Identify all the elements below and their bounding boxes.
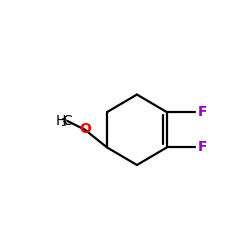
Text: F: F: [198, 105, 208, 119]
Text: O: O: [79, 122, 91, 136]
Text: F: F: [198, 140, 208, 154]
Text: 3: 3: [60, 118, 66, 128]
Text: C: C: [62, 114, 72, 128]
Text: H: H: [56, 114, 66, 128]
